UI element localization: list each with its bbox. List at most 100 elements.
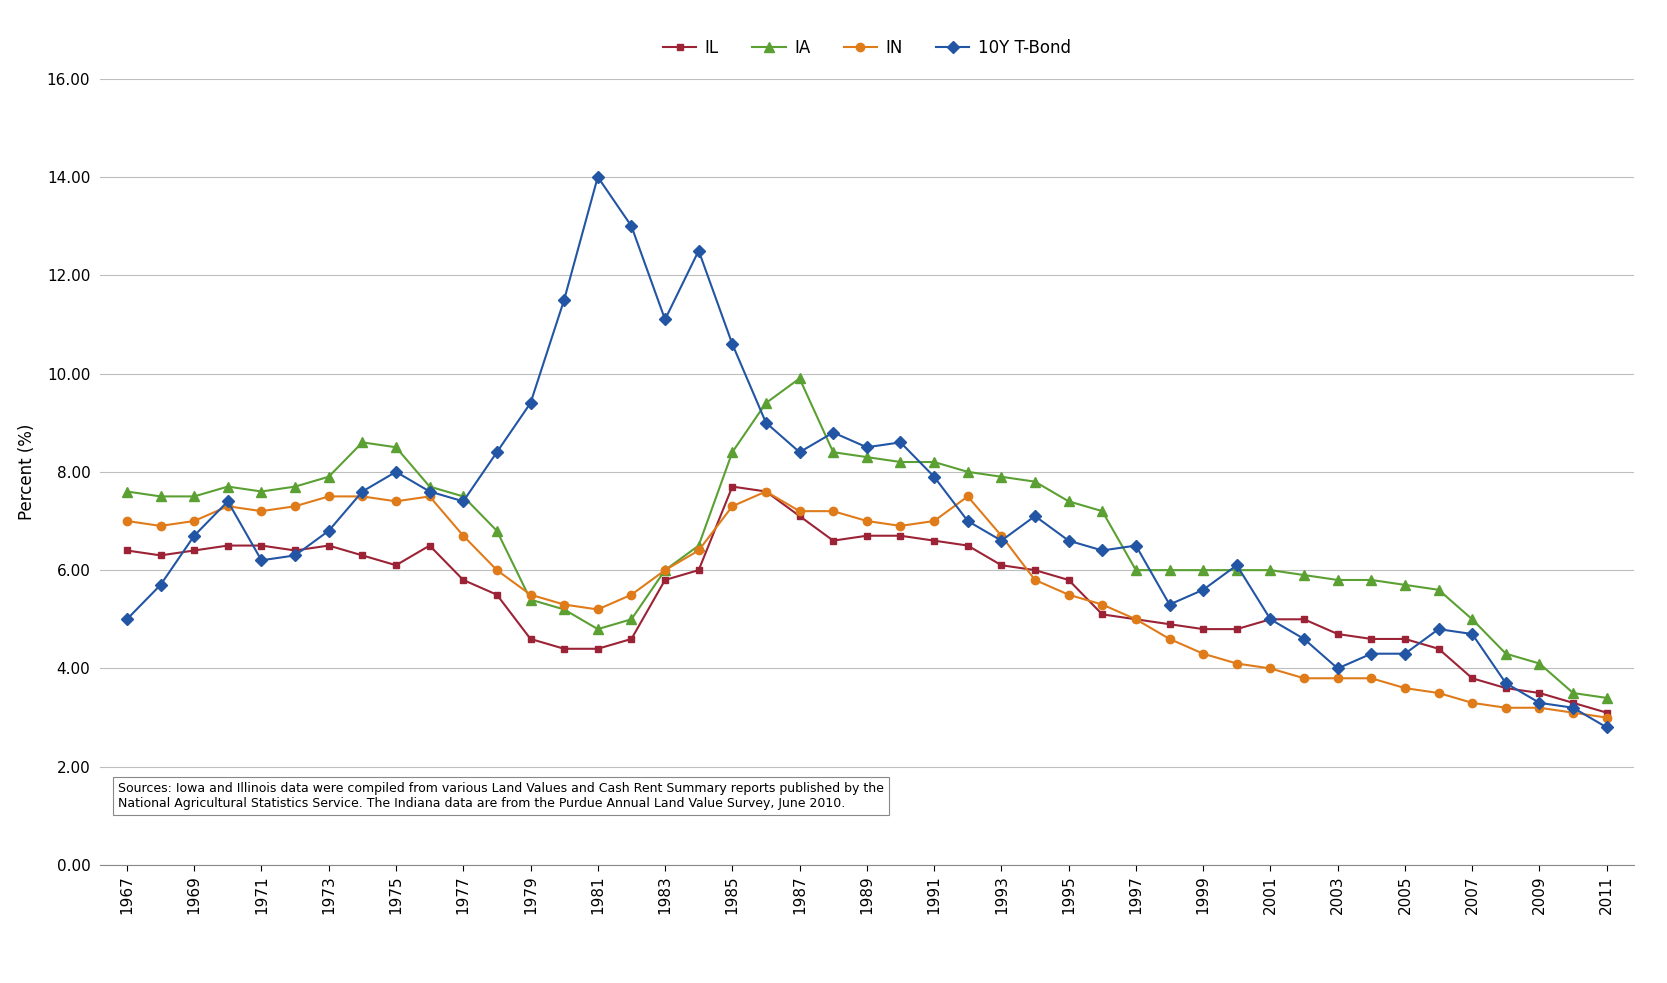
- 10Y T-Bond: [722, 338, 742, 350]
- IL: [992, 559, 1012, 571]
- IL: [1564, 697, 1584, 709]
- IN: [1395, 682, 1415, 694]
- IN: [1429, 687, 1449, 699]
- IL: [520, 633, 540, 645]
- IN: [755, 486, 775, 497]
- IA: [790, 373, 810, 384]
- IA: [285, 481, 305, 492]
- 10Y T-Bond: [520, 397, 540, 409]
- IL: [553, 643, 573, 655]
- IL: [1194, 623, 1214, 635]
- 10Y T-Bond: [588, 171, 608, 183]
- IN: [1462, 697, 1482, 709]
- 10Y T-Bond: [1294, 633, 1314, 645]
- IL: [318, 540, 338, 551]
- IN: [318, 491, 338, 502]
- IL: [420, 540, 440, 551]
- IL: [218, 540, 238, 551]
- 10Y T-Bond: [1125, 540, 1145, 551]
- Line: IA: IA: [122, 374, 1612, 703]
- IL: [453, 574, 473, 586]
- IL: [1462, 672, 1482, 684]
- IL: [890, 530, 910, 542]
- IA: [1227, 564, 1247, 576]
- IA: [823, 446, 844, 458]
- IA: [117, 486, 137, 497]
- IL: [1495, 682, 1515, 694]
- IA: [1429, 584, 1449, 596]
- IN: [1025, 574, 1045, 586]
- IL: [1160, 618, 1180, 630]
- IL: [1294, 613, 1314, 625]
- IA: [622, 613, 642, 625]
- IA: [1260, 564, 1280, 576]
- 10Y T-Bond: [1395, 648, 1415, 660]
- IA: [1025, 476, 1045, 488]
- IL: [655, 574, 675, 586]
- IL: [252, 540, 272, 551]
- IL: [285, 545, 305, 556]
- 10Y T-Bond: [1160, 599, 1180, 610]
- IL: [823, 535, 844, 547]
- Line: IN: IN: [123, 488, 1610, 722]
- 10Y T-Bond: [318, 525, 338, 537]
- IL: [588, 643, 608, 655]
- 10Y T-Bond: [487, 446, 507, 458]
- IA: [1362, 574, 1382, 586]
- IA: [218, 481, 238, 492]
- IL: [924, 535, 944, 547]
- IA: [1092, 505, 1112, 517]
- IN: [959, 491, 979, 502]
- IN: [1294, 672, 1314, 684]
- 10Y T-Bond: [553, 294, 573, 306]
- IL: [622, 633, 642, 645]
- IA: [1597, 692, 1617, 704]
- IA: [352, 436, 372, 448]
- 10Y T-Bond: [1059, 535, 1079, 547]
- IA: [1462, 613, 1482, 625]
- IL: [1327, 628, 1347, 640]
- 10Y T-Bond: [420, 486, 440, 497]
- IN: [252, 505, 272, 517]
- IA: [1125, 564, 1145, 576]
- IN: [722, 500, 742, 512]
- Line: 10Y T-Bond: 10Y T-Bond: [123, 173, 1610, 731]
- Legend: IL, IA, IN, 10Y T-Bond: IL, IA, IN, 10Y T-Bond: [657, 31, 1077, 63]
- Y-axis label: Percent (%): Percent (%): [18, 424, 35, 520]
- IA: [1495, 648, 1515, 660]
- 10Y T-Bond: [622, 220, 642, 232]
- IN: [387, 495, 407, 507]
- 10Y T-Bond: [1597, 722, 1617, 733]
- IL: [1025, 564, 1045, 576]
- 10Y T-Bond: [117, 613, 137, 625]
- 10Y T-Bond: [183, 530, 203, 542]
- IN: [1597, 712, 1617, 723]
- IL: [387, 559, 407, 571]
- IN: [352, 491, 372, 502]
- IA: [688, 540, 708, 551]
- IL: [857, 530, 877, 542]
- 10Y T-Bond: [655, 314, 675, 325]
- IL: [1530, 687, 1550, 699]
- 10Y T-Bond: [924, 471, 944, 483]
- IA: [487, 525, 507, 537]
- 10Y T-Bond: [857, 441, 877, 453]
- IL: [1362, 633, 1382, 645]
- IN: [588, 604, 608, 615]
- IN: [285, 500, 305, 512]
- IA: [553, 604, 573, 615]
- IN: [553, 599, 573, 610]
- IL: [117, 545, 137, 556]
- IL: [150, 549, 170, 561]
- 10Y T-Bond: [1227, 559, 1247, 571]
- IN: [622, 589, 642, 601]
- IA: [420, 481, 440, 492]
- IA: [1194, 564, 1214, 576]
- IA: [1160, 564, 1180, 576]
- IN: [1227, 658, 1247, 669]
- 10Y T-Bond: [890, 436, 910, 448]
- IA: [387, 441, 407, 453]
- IN: [117, 515, 137, 527]
- Line: IL: IL: [123, 483, 1610, 717]
- IL: [1395, 633, 1415, 645]
